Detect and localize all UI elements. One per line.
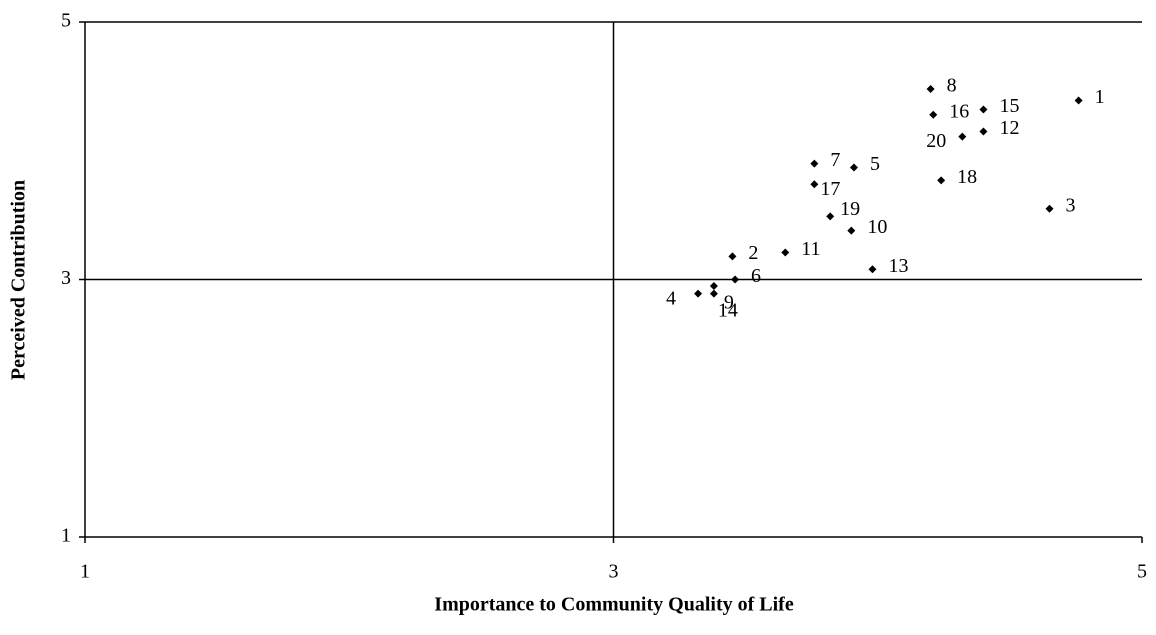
point bbox=[929, 110, 938, 119]
y-tick-label: 5 bbox=[61, 10, 71, 32]
point-label: 17 bbox=[820, 178, 840, 200]
point-label: 7 bbox=[830, 149, 840, 171]
point bbox=[1074, 96, 1083, 105]
point bbox=[781, 248, 790, 257]
point-label: 19 bbox=[840, 198, 860, 220]
point-label: 10 bbox=[867, 216, 887, 238]
point bbox=[709, 289, 718, 298]
point-label: 9 bbox=[724, 292, 734, 314]
point bbox=[709, 281, 718, 290]
point bbox=[937, 176, 946, 185]
point-label: 14 bbox=[718, 299, 738, 321]
point-label: 12 bbox=[999, 117, 1019, 139]
point bbox=[868, 265, 877, 274]
point bbox=[1045, 204, 1054, 213]
point-label: 15 bbox=[999, 95, 1019, 117]
point bbox=[728, 252, 737, 261]
point-label: 16 bbox=[949, 100, 969, 122]
point bbox=[958, 132, 967, 141]
x-tick-label: 5 bbox=[1137, 561, 1147, 583]
point bbox=[694, 289, 703, 298]
point bbox=[849, 163, 858, 172]
point-label: 20 bbox=[926, 130, 946, 152]
point-label: 13 bbox=[888, 255, 908, 277]
point bbox=[810, 180, 819, 189]
point-label: 3 bbox=[1066, 194, 1076, 216]
point bbox=[731, 275, 740, 284]
x-axis-title: Importance to Community Quality of Life bbox=[434, 594, 794, 616]
point bbox=[826, 212, 835, 221]
y-axis-title: Perceived Contribution bbox=[8, 180, 30, 380]
point-label: 2 bbox=[748, 242, 758, 264]
y-tick-label: 3 bbox=[61, 267, 71, 289]
point bbox=[926, 84, 935, 93]
point-label: 4 bbox=[666, 287, 676, 309]
point-label: 8 bbox=[947, 75, 957, 97]
point bbox=[810, 159, 819, 168]
point-label: 1 bbox=[1095, 86, 1105, 108]
point-label: 18 bbox=[957, 166, 977, 188]
point-label: 6 bbox=[751, 265, 761, 287]
point bbox=[979, 105, 988, 114]
x-tick-label: 3 bbox=[609, 561, 619, 583]
point bbox=[847, 226, 856, 235]
point-label: 5 bbox=[870, 153, 880, 175]
point-label: 11 bbox=[801, 238, 820, 260]
x-tick-label: 1 bbox=[80, 561, 90, 583]
y-tick-label: 1 bbox=[61, 525, 71, 547]
point bbox=[979, 127, 988, 136]
